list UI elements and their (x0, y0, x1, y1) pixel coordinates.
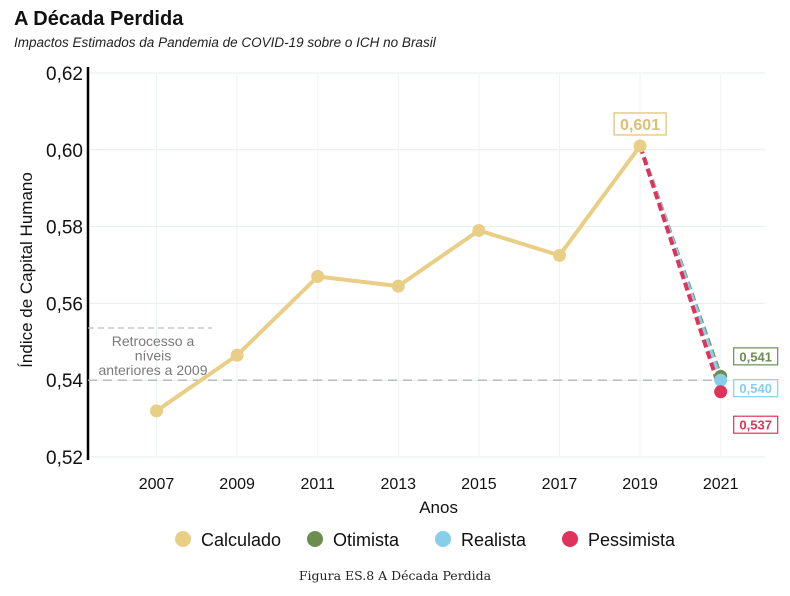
data-label-box (613, 112, 667, 136)
figure-caption: Figura ES.8 A Década Perdida (298, 568, 492, 583)
chart-title: A Década Perdida (14, 8, 184, 30)
data-point-calculado (311, 270, 325, 284)
y-tick-label: 0,60 (46, 141, 83, 162)
data-label-box (733, 379, 779, 398)
chart-subtitle: Impactos Estimados da Pandemia de COVID-… (14, 35, 436, 50)
legend-label-pessimista: Pessimista (588, 530, 676, 550)
data-point-calculado (552, 248, 566, 262)
x-tick-label: 2011 (300, 476, 335, 493)
annotation-text: anteriores a 2009 (99, 362, 208, 378)
y-axis-title: Índice de Capital Humano (17, 172, 36, 368)
x-tick-label: 2017 (542, 476, 578, 493)
data-label-box (733, 347, 779, 366)
x-tick-label: 2009 (219, 476, 255, 493)
x-tick-label: 2013 (380, 476, 416, 493)
data-point-calculado (472, 223, 486, 237)
y-tick-label: 0,62 (46, 64, 83, 85)
legend-marker-realista (435, 531, 451, 547)
x-tick-label: 2015 (461, 476, 497, 493)
legend-label-otimista: Otimista (333, 530, 400, 550)
y-tick-label: 0,52 (46, 448, 83, 469)
x-tick-label: 2021 (703, 476, 739, 493)
series-line-pessimista (638, 145, 723, 393)
y-tick-label: 0,54 (46, 371, 83, 392)
data-point-calculado (230, 348, 244, 362)
data-point-realista (714, 373, 728, 387)
x-axis-title: Anos (419, 498, 458, 517)
data-point-pessimista (714, 385, 728, 399)
data-label-box (733, 415, 779, 434)
x-tick-label: 2019 (622, 476, 658, 493)
legend-label-calculado: Calculado (201, 530, 281, 550)
legend-marker-otimista (307, 531, 323, 547)
annotation-text: níveis (135, 348, 172, 364)
y-tick-label: 0,58 (46, 218, 83, 239)
y-tick-label: 0,56 (46, 294, 83, 315)
legend-marker-calculado (175, 531, 191, 547)
data-label: 0,540 (739, 381, 772, 396)
x-tick-label: 2007 (139, 476, 175, 493)
annotation-text: Retrocesso a (112, 333, 195, 349)
legend-label-realista: Realista (461, 530, 527, 550)
data-label: 0,537 (739, 418, 772, 433)
legend-marker-pessimista (562, 531, 578, 547)
data-point-calculado (391, 279, 405, 293)
data-label: 0,601 (620, 117, 660, 134)
data-label: 0,541 (739, 349, 772, 364)
data-point-calculado (150, 404, 164, 418)
data-point-calculado (633, 139, 647, 153)
